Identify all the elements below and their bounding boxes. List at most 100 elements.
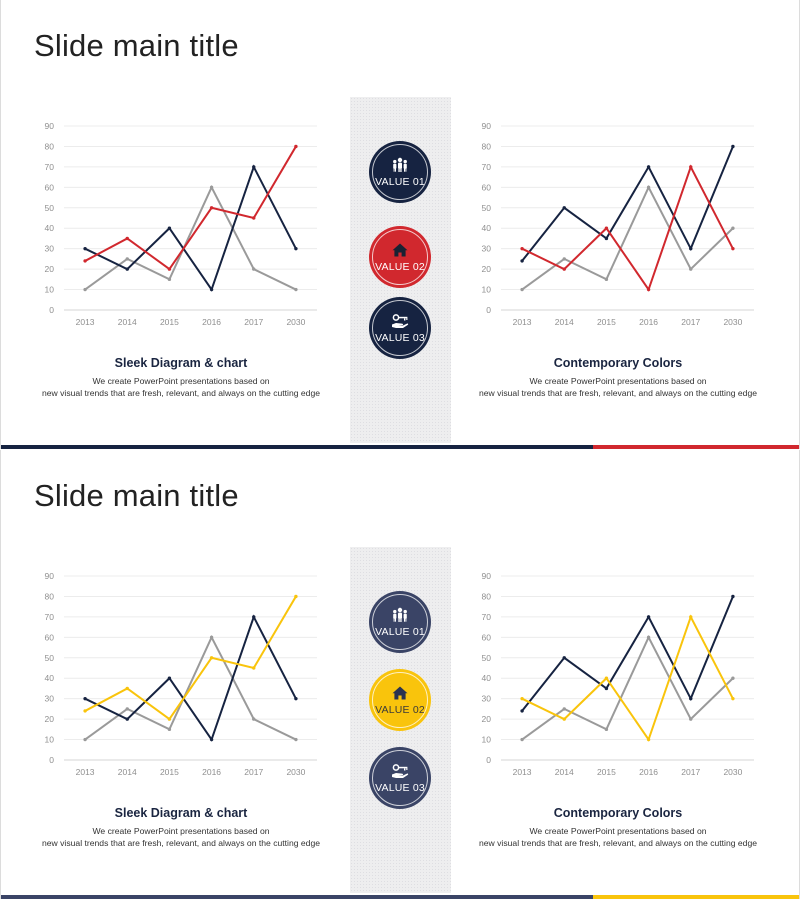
y-tick-label: 50 [45, 203, 55, 213]
data-point [646, 287, 651, 292]
y-tick-label: 70 [45, 612, 55, 622]
caption-line-2: new visual trends that are fresh, releva… [478, 838, 758, 848]
data-point [689, 267, 693, 271]
value-02-label: VALUE 02 [375, 703, 425, 716]
value-01-badge[interactable]: VALUE 01 [369, 141, 431, 203]
data-point [689, 246, 693, 251]
hand-key-icon [392, 313, 409, 328]
y-tick-label: 40 [482, 223, 492, 233]
data-point [731, 696, 735, 701]
data-point [731, 676, 735, 680]
x-tick-label: 2014 [118, 317, 137, 327]
y-tick-label: 50 [482, 653, 492, 663]
y-tick-label: 70 [45, 162, 55, 172]
data-point [125, 686, 129, 691]
data-point [689, 165, 693, 169]
series-line [84, 614, 297, 742]
data-point [646, 737, 651, 742]
data-point [294, 144, 298, 149]
slide-title: Slide main title [34, 28, 239, 63]
data-point [83, 246, 87, 251]
series-3 [520, 614, 735, 742]
y-tick-label: 40 [482, 673, 492, 683]
x-tick-label: 2016 [639, 767, 658, 777]
caption-text: We create PowerPoint presentations based… [458, 375, 778, 399]
data-point [252, 165, 256, 169]
data-point [604, 686, 609, 691]
y-tick-label: 80 [482, 591, 492, 601]
caption-line-1: We create PowerPoint presentations based… [92, 376, 270, 386]
series-2 [83, 614, 298, 742]
data-point [209, 656, 214, 660]
value-01-badge[interactable]: VALUE 01 [369, 591, 431, 653]
y-tick-label: 90 [45, 571, 55, 581]
value-02-badge[interactable]: VALUE 02 [369, 669, 431, 731]
right-chart-caption: Contemporary Colors We create PowerPoint… [458, 356, 778, 399]
data-point [562, 257, 566, 261]
data-point [689, 696, 693, 701]
slide-1: Slide main title 0 10 20 30 40 50 60 70 80 90 2013… [0, 0, 800, 449]
series-line [521, 185, 734, 291]
y-tick-label: 20 [45, 714, 55, 724]
data-point [209, 635, 214, 640]
data-point [125, 257, 129, 261]
data-point [294, 246, 298, 251]
series-2 [520, 144, 735, 263]
y-tick-label: 0 [49, 755, 54, 765]
y-tick-label: 30 [45, 694, 55, 704]
x-tick-label: 2015 [597, 767, 616, 777]
hand-key-icon [392, 763, 409, 778]
data-point [167, 676, 172, 680]
data-point [520, 246, 524, 251]
x-tick-label: 2017 [681, 317, 700, 327]
y-tick-label: 10 [482, 735, 492, 745]
caption-line-1: We create PowerPoint presentations based… [92, 826, 270, 836]
data-point [294, 737, 298, 742]
data-point [294, 594, 298, 599]
y-tick-label: 30 [45, 244, 55, 254]
bottom-bar-primary [1, 445, 593, 449]
y-tick-label: 60 [482, 182, 492, 192]
bottom-bar-accent [593, 895, 799, 899]
x-tick-label: 2013 [76, 767, 95, 777]
series-3 [520, 164, 735, 292]
data-point [167, 226, 172, 230]
x-tick-label: 2016 [202, 317, 221, 327]
x-tick-label: 2030 [723, 317, 742, 327]
data-point [731, 246, 735, 251]
y-tick-label: 30 [482, 244, 492, 254]
value-03-badge[interactable]: VALUE 03 [369, 297, 431, 359]
y-tick-label: 20 [482, 714, 492, 724]
caption-title: Contemporary Colors [553, 356, 683, 370]
data-point [562, 206, 566, 210]
y-tick-label: 40 [45, 223, 55, 233]
caption-text: We create PowerPoint presentations based… [21, 825, 341, 849]
slide-title: Slide main title [34, 478, 239, 513]
y-tick-label: 10 [45, 285, 55, 295]
values-panel: VALUE 01 VALUE 02 VALUE 03 [350, 547, 451, 893]
caption-line-2: new visual trends that are fresh, releva… [478, 388, 758, 398]
data-point [294, 287, 298, 292]
x-tick-label: 2013 [513, 767, 532, 777]
series-1 [520, 635, 735, 742]
data-point [689, 615, 693, 619]
series-1 [520, 185, 735, 292]
data-point [731, 594, 735, 599]
data-point [731, 226, 735, 230]
value-02-badge[interactable]: VALUE 02 [369, 226, 431, 288]
data-point [167, 717, 172, 721]
y-tick-label: 70 [482, 612, 492, 622]
value-03-badge[interactable]: VALUE 03 [369, 747, 431, 809]
people-icon [393, 157, 407, 172]
caption-line-2: new visual trends that are fresh, releva… [41, 838, 321, 848]
y-tick-label: 0 [49, 305, 54, 315]
value-01-label: VALUE 01 [375, 175, 425, 188]
data-point [83, 737, 87, 742]
grid [501, 575, 754, 761]
left-chart-caption: Sleek Diagram & chart We create PowerPoi… [21, 806, 341, 849]
data-point [83, 709, 87, 713]
data-point [83, 259, 87, 263]
y-tick-label: 60 [45, 182, 55, 192]
